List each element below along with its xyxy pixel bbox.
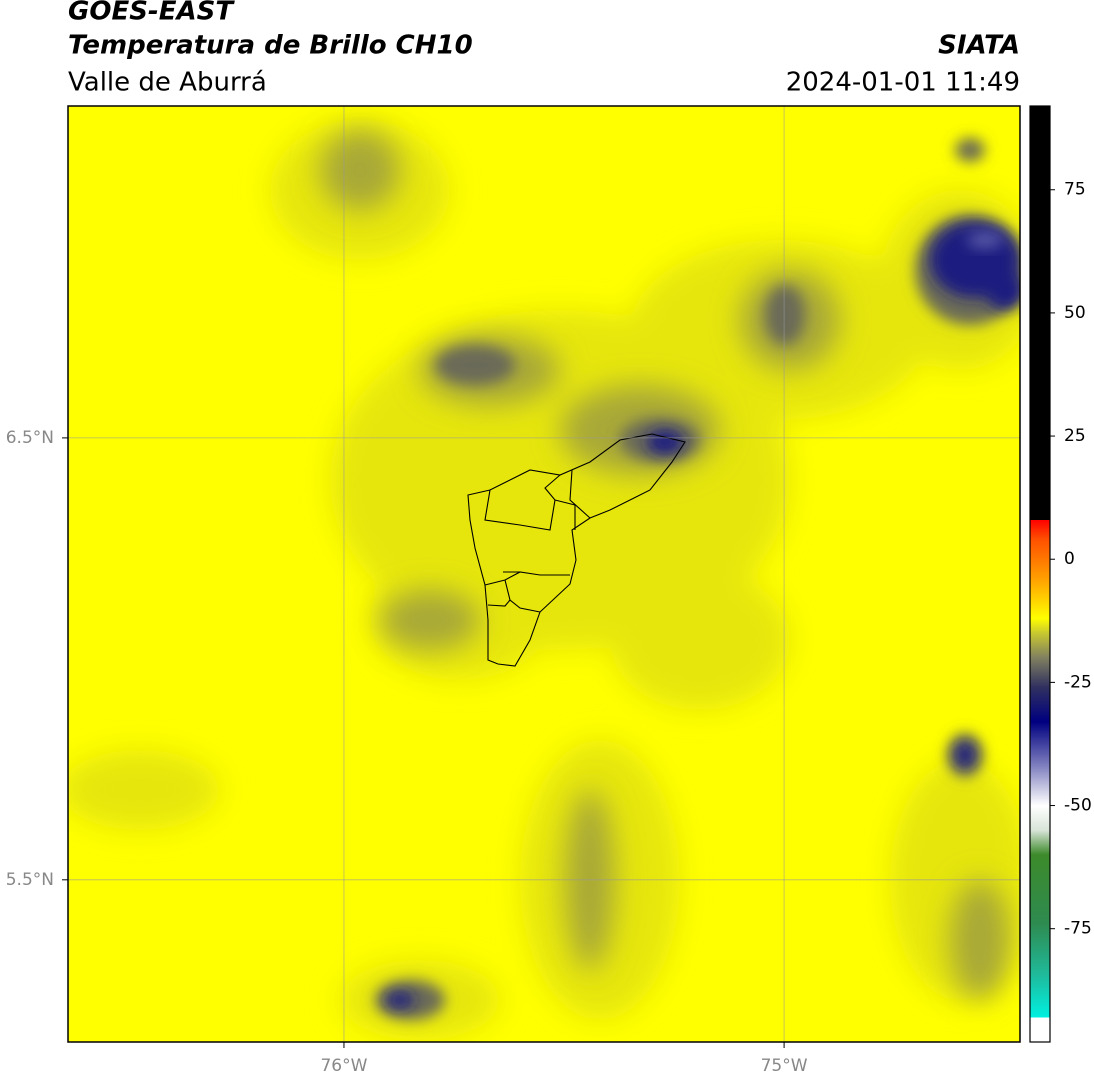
colorbar-tick-label: 50 xyxy=(1064,303,1086,323)
colorbar-tick-label: -50 xyxy=(1064,796,1092,816)
satellite: GOES-EAST xyxy=(68,0,235,27)
region: Valle de Aburrá xyxy=(68,68,267,98)
colorbar-tick-label: -75 xyxy=(1064,919,1092,939)
colorbar xyxy=(1029,105,1051,1043)
colorbar-tick-label: 0 xyxy=(1064,549,1075,569)
colorbar-tick-label: 75 xyxy=(1064,180,1086,200)
colorbar-tick-label: -25 xyxy=(1064,672,1092,692)
y-tick-label: 6.5°N xyxy=(6,428,54,448)
product: Temperatura de Brillo CH10 xyxy=(68,31,473,61)
y-tick-label: 5.5°N xyxy=(6,870,54,890)
x-tick-label: 76°W xyxy=(320,1056,367,1076)
map-frame xyxy=(67,105,1021,1043)
map-image xyxy=(68,106,1020,1042)
datetime: 2024-01-01 11:49 xyxy=(786,68,1020,98)
source: SIATA xyxy=(938,31,1020,61)
colorbar-tick-label: 25 xyxy=(1064,426,1086,446)
x-tick-label: 75°W xyxy=(761,1056,808,1076)
